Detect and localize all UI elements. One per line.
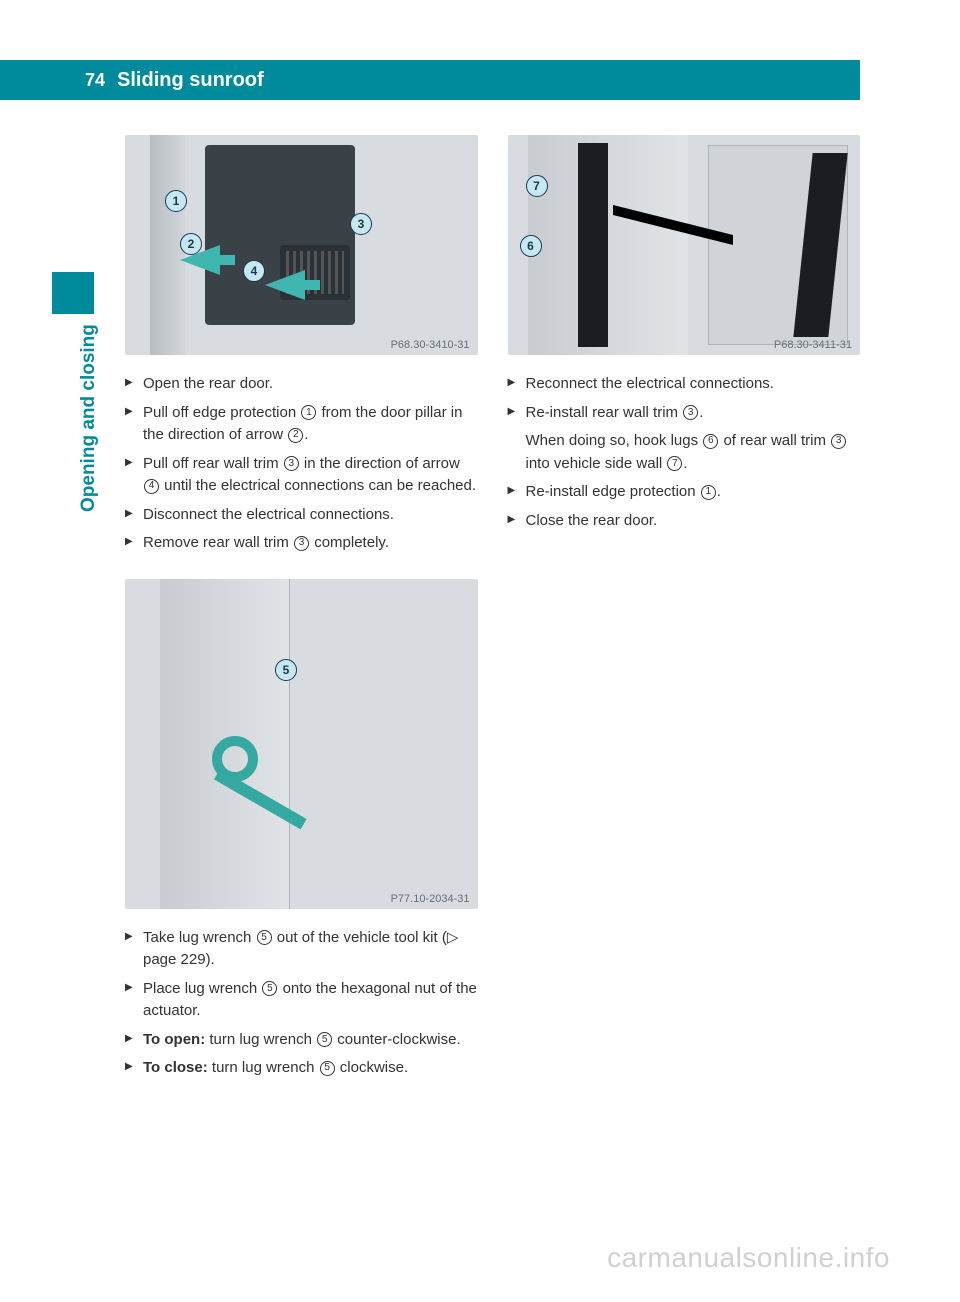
watermark-text: carmanualsonline.info [607, 1242, 890, 1274]
callout-1: 1 [165, 190, 187, 212]
section-title: Sliding sunroof [117, 69, 264, 92]
inline-callout-5: 5 [262, 981, 277, 996]
inline-callout-3: 3 [683, 405, 698, 420]
manual-page: 74 Sliding sunroof Opening and closing 1… [0, 0, 960, 1302]
right-steps: Reconnect the electrical connections. Re-… [508, 373, 861, 538]
step-item: Pull off edge protection 1 from the door… [125, 402, 478, 447]
step-item: Remove rear wall trim 3 completely. [125, 532, 478, 555]
step-item: Close the rear door. [508, 510, 861, 533]
bold-label: To open: [143, 1031, 205, 1048]
step-item: Re-install edge protection 1. [508, 481, 861, 504]
step-item: To close: turn lug wrench 5 clockwise. [125, 1057, 478, 1080]
bold-label: To close: [143, 1059, 208, 1076]
step-item: Take lug wrench 5 out of the vehicle too… [125, 927, 478, 972]
inline-callout-5: 5 [317, 1032, 332, 1047]
step-item: To open: turn lug wrench 5 counter-clock… [125, 1029, 478, 1052]
inline-callout-1: 1 [301, 405, 316, 420]
inline-callout-3: 3 [284, 456, 299, 471]
step-item: Reconnect the electrical connections. [508, 373, 861, 396]
step-item: Pull off rear wall trim 3 in the directi… [125, 453, 478, 498]
inline-callout-2: 2 [288, 428, 303, 443]
figure-a: 1 2 3 4 P68.30-3410-31 [125, 135, 478, 355]
callout-4: 4 [243, 260, 265, 282]
callout-5: 5 [275, 659, 297, 681]
header-bar: 74 Sliding sunroof [0, 60, 860, 100]
left-steps-2: Take lug wrench 5 out of the vehicle too… [125, 927, 478, 1086]
side-tab [52, 272, 94, 314]
callout-7: 7 [526, 175, 548, 197]
inline-callout-6: 6 [703, 434, 718, 449]
figure-b-label: P77.10-2034-31 [391, 893, 470, 905]
step-item: Open the rear door. [125, 373, 478, 396]
step-item: Disconnect the electrical connections. [125, 504, 478, 527]
figure-a-label: P68.30-3410-31 [391, 339, 470, 351]
inline-callout-1: 1 [701, 485, 716, 500]
right-column: 7 6 P68.30-3411-31 Reconnect the electri… [508, 135, 861, 1242]
figure-b: 5 P77.10-2034-31 [125, 579, 478, 909]
callout-2: 2 [180, 233, 202, 255]
left-steps-1: Open the rear door. Pull off edge protect… [125, 373, 478, 561]
step-item: Re-install rear wall trim 3. [508, 402, 861, 425]
side-label: Opening and closing [78, 324, 100, 512]
wrench-icon [190, 689, 340, 839]
figure-c-label: P68.30-3411-31 [774, 339, 852, 351]
step-item: Place lug wrench 5 onto the hexagonal nu… [125, 978, 478, 1023]
inline-callout-3: 3 [831, 434, 846, 449]
arrow-4-icon [265, 265, 320, 305]
left-column: 1 2 3 4 P68.30-3410-31 Open the rear doo… [125, 135, 478, 1242]
inline-callout-5: 5 [320, 1061, 335, 1076]
page-number: 74 [85, 70, 105, 91]
leader-line [613, 205, 733, 275]
inline-callout-3: 3 [294, 536, 309, 551]
content-columns: 1 2 3 4 P68.30-3410-31 Open the rear doo… [125, 135, 860, 1242]
inline-callout-5: 5 [257, 930, 272, 945]
trim-shape-c1 [578, 143, 608, 347]
callout-6: 6 [520, 235, 542, 257]
inline-callout-4: 4 [144, 479, 159, 494]
inline-callout-7: 7 [667, 456, 682, 471]
figure-c: 7 6 P68.30-3411-31 [508, 135, 861, 355]
step-item: When doing so, hook lugs 6 of rear wall … [508, 430, 861, 475]
callout-3: 3 [350, 213, 372, 235]
